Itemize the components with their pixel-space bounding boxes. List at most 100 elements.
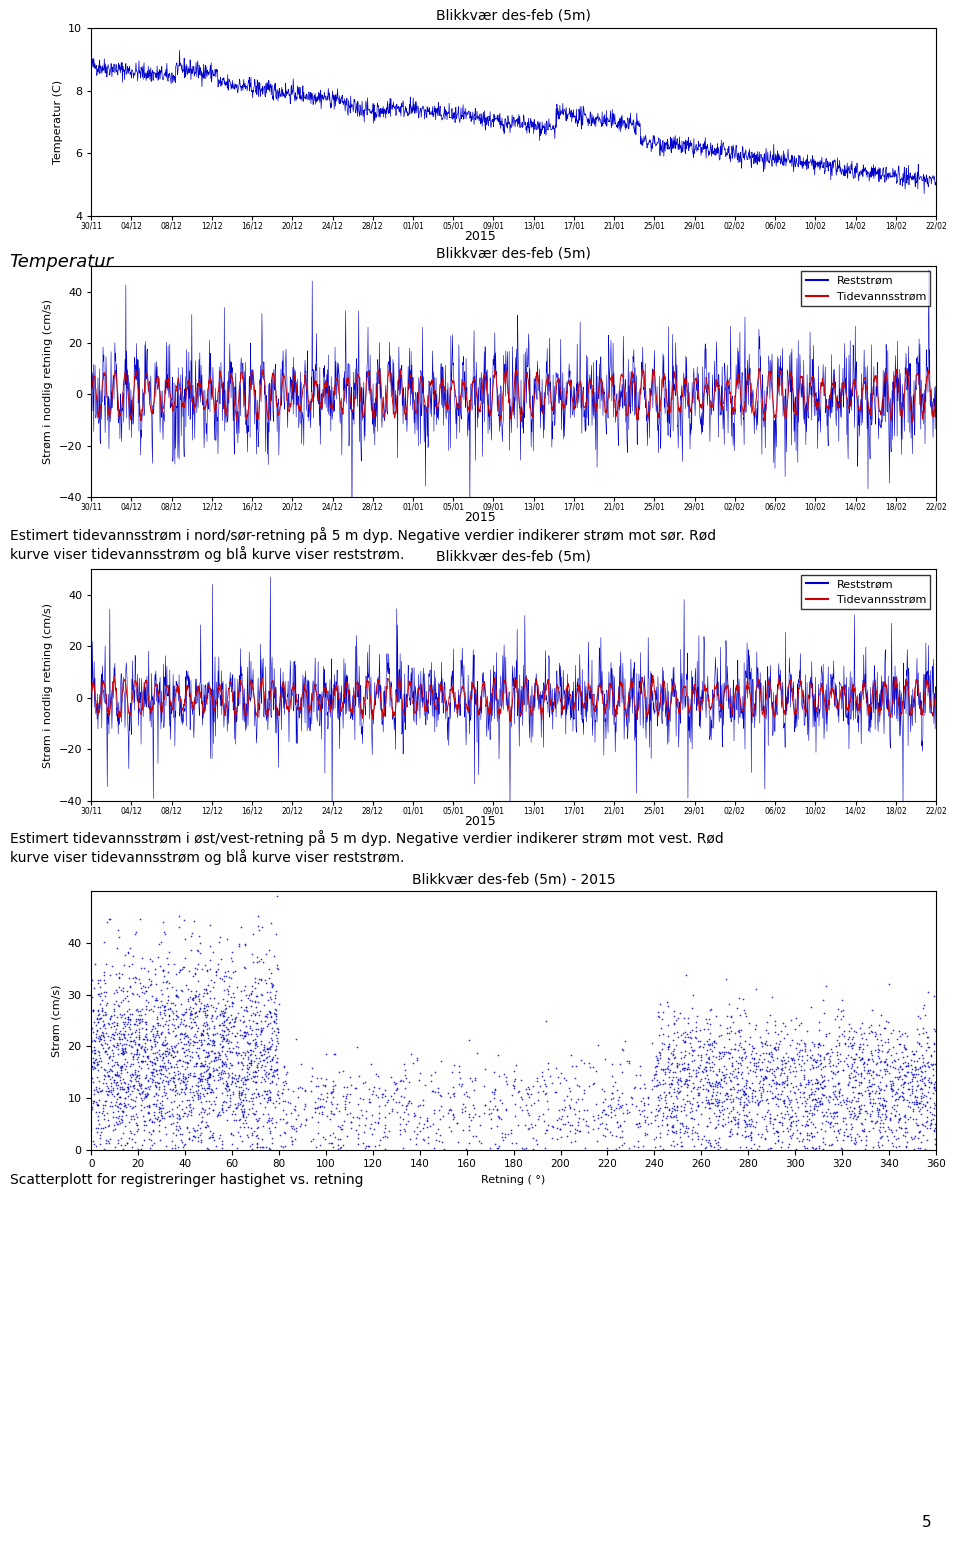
Point [252,1106,267,1131]
Point [727,1107,742,1132]
Point [679,1115,694,1140]
Point [432,1098,447,1123]
Point [91,1076,107,1101]
Point [762,1106,778,1131]
Point [132,1031,147,1056]
Point [144,948,159,973]
Point [912,1118,927,1143]
Point [201,1076,216,1101]
Point [150,1023,165,1048]
Point [242,1037,257,1062]
Point [221,1062,236,1087]
Point [673,1068,688,1093]
Point [169,1054,184,1079]
Point [679,1057,694,1082]
Point [146,1013,161,1038]
Point [825,1074,840,1099]
Point [815,1070,830,1095]
Point [684,1126,699,1151]
Point [859,1101,875,1126]
Point [836,1090,852,1115]
Point [789,1006,804,1031]
Point [919,1037,934,1062]
Point [238,1013,253,1038]
Point [242,1062,257,1087]
Point [275,1089,290,1114]
Point [235,1078,251,1103]
Point [266,1001,281,1026]
Point [708,1087,723,1112]
Point [432,1082,447,1107]
Point [220,1107,235,1132]
Point [257,967,273,992]
Point [102,1006,117,1031]
Point [862,1090,877,1115]
Point [180,987,196,1012]
Point [214,1098,229,1123]
Point [251,1003,266,1028]
Point [237,1107,252,1132]
Point [92,1045,108,1070]
Point [188,992,204,1017]
Point [855,1118,871,1143]
Point [246,1085,261,1110]
Point [661,1071,677,1096]
Point [248,976,263,1001]
Point [103,1057,118,1082]
Point [197,1003,212,1028]
Point [265,1126,280,1151]
Point [122,1001,137,1026]
Point [193,990,208,1015]
Point [692,1029,708,1054]
Point [754,1082,769,1107]
Point [476,1073,492,1098]
Point [253,1015,269,1040]
Point [840,1026,855,1051]
Point [700,1045,715,1070]
Point [90,1093,106,1118]
Point [102,1079,117,1104]
Point [114,1076,130,1101]
Point [228,1101,243,1126]
Point [892,1101,907,1126]
Point [95,1013,110,1038]
Point [780,1101,796,1126]
Point [233,915,249,940]
Point [157,1003,173,1028]
Point [168,1123,183,1148]
Point [245,921,260,946]
Point [230,1067,246,1092]
Point [684,1078,699,1103]
Point [871,1045,886,1070]
Point [749,1051,764,1076]
Point [245,1137,260,1162]
Point [116,1012,132,1037]
Point [907,1084,923,1109]
Point [908,1062,924,1087]
Point [824,1131,839,1156]
Point [636,1071,652,1096]
Point [216,999,231,1024]
Point [873,1125,888,1150]
Point [770,1129,785,1154]
Point [782,1090,798,1115]
Point [854,1118,870,1143]
Point [172,1106,187,1131]
Point [372,1076,387,1101]
Point [286,1096,301,1121]
Point [717,1064,732,1089]
Point [702,1095,717,1120]
Point [160,996,176,1021]
Point [559,1104,574,1129]
Point [201,1060,216,1085]
Point [811,1135,827,1160]
Point [203,1062,218,1087]
Point [722,1060,737,1085]
Point [106,992,121,1017]
Point [117,985,132,1010]
Point [504,1082,519,1107]
Point [763,1043,779,1068]
Point [757,1067,773,1092]
Point [669,1095,684,1120]
Point [212,1064,228,1089]
